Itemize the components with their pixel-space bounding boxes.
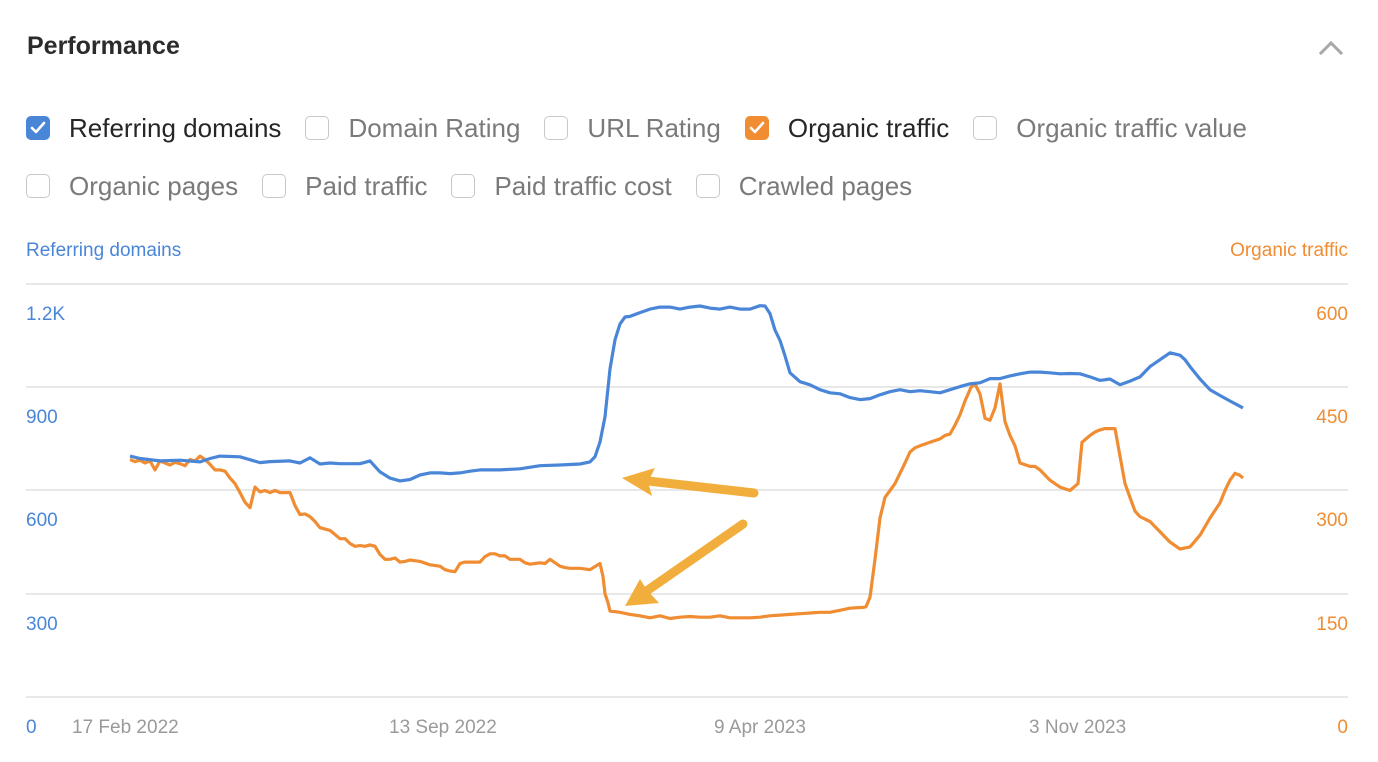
gridlines — [26, 283, 1348, 698]
checkbox-box[interactable] — [973, 116, 998, 140]
checkbox-organic-traffic-value[interactable]: Organic traffic value — [973, 113, 1247, 144]
checkbox-label: URL Rating — [587, 112, 721, 143]
checkbox-referring-domains[interactable]: Referring domains — [26, 113, 281, 144]
right-axis-tick: 150 — [1316, 614, 1348, 635]
left-axis-tick: 1.2K — [26, 304, 66, 325]
left-axis-tick: 600 — [26, 510, 58, 531]
checkbox-label: Organic traffic value — [1016, 112, 1247, 143]
panel-title: Performance — [27, 32, 180, 60]
checkmark-icon — [30, 121, 46, 134]
x-axis-tick: 3 Nov 2023 — [1029, 717, 1127, 738]
checkbox-box[interactable] — [26, 174, 50, 198]
right-axis-tick: 300 — [1316, 510, 1348, 531]
arrow-to-traffic-icon — [643, 519, 748, 595]
checkbox-box[interactable] — [451, 174, 476, 198]
right-axis-title: Organic traffic — [1230, 240, 1348, 261]
collapse-button[interactable] — [1316, 34, 1346, 60]
checkbox-label: Crawled pages — [738, 170, 913, 201]
right-axis-tick: 450 — [1316, 407, 1348, 428]
x-axis-tick: 17 Feb 2022 — [72, 717, 179, 738]
left-axis-title: Referring domains — [26, 240, 182, 261]
checkbox-crawled-pages[interactable]: Crawled pages — [695, 170, 913, 202]
right-axis-tick: 0 — [1337, 717, 1348, 738]
checkbox-box[interactable] — [695, 174, 720, 198]
checkbox-label: Organic pages — [69, 170, 239, 201]
annotation-arrows — [622, 468, 759, 606]
checkbox-label: Paid traffic — [305, 170, 428, 201]
right-axis-tick: 600 — [1316, 304, 1348, 325]
checkbox-organic-traffic[interactable]: Organic traffic — [744, 112, 950, 144]
checkbox-box-checked[interactable] — [26, 116, 50, 140]
organic-traffic-line[interactable] — [129, 382, 1245, 621]
checkmark-icon — [749, 121, 765, 134]
checkbox-paid-traffic-cost[interactable]: Paid traffic cost — [451, 170, 672, 202]
checkbox-organic-pages[interactable]: Organic pages — [26, 171, 238, 202]
arrow-to-refdomains-icon — [643, 476, 759, 498]
checkbox-label: Paid traffic cost — [494, 170, 672, 201]
x-axis-tick: 9 Apr 2023 — [714, 717, 806, 738]
checkbox-box[interactable] — [544, 116, 569, 140]
left-axis-tick: 300 — [26, 614, 58, 635]
checkbox-domain-rating[interactable]: Domain Rating — [305, 113, 520, 144]
checkbox-paid-traffic[interactable]: Paid traffic — [262, 171, 427, 202]
filter-row-1: Referring domains Domain Rating URL Rati… — [26, 108, 1366, 148]
checkbox-box[interactable] — [262, 174, 287, 198]
checkbox-label: Domain Rating — [348, 112, 521, 143]
left-axis-tick: 0 — [26, 717, 37, 738]
chevron-up-icon — [1318, 40, 1344, 56]
referring-domains-line[interactable] — [129, 304, 1244, 483]
left-axis-tick: 900 — [26, 407, 58, 428]
checkbox-box-checked[interactable] — [744, 116, 769, 140]
x-axis-tick: 13 Sep 2022 — [389, 717, 497, 738]
checkbox-label: Organic traffic — [787, 112, 950, 143]
checkbox-box[interactable] — [305, 116, 330, 140]
checkbox-label: Referring domains — [69, 112, 282, 143]
checkbox-url-rating[interactable]: URL Rating — [544, 112, 721, 144]
filter-row-2: Organic pages Paid traffic Paid traffic … — [26, 166, 1366, 206]
metric-filters: Referring domains Domain Rating URL Rati… — [26, 108, 1366, 224]
